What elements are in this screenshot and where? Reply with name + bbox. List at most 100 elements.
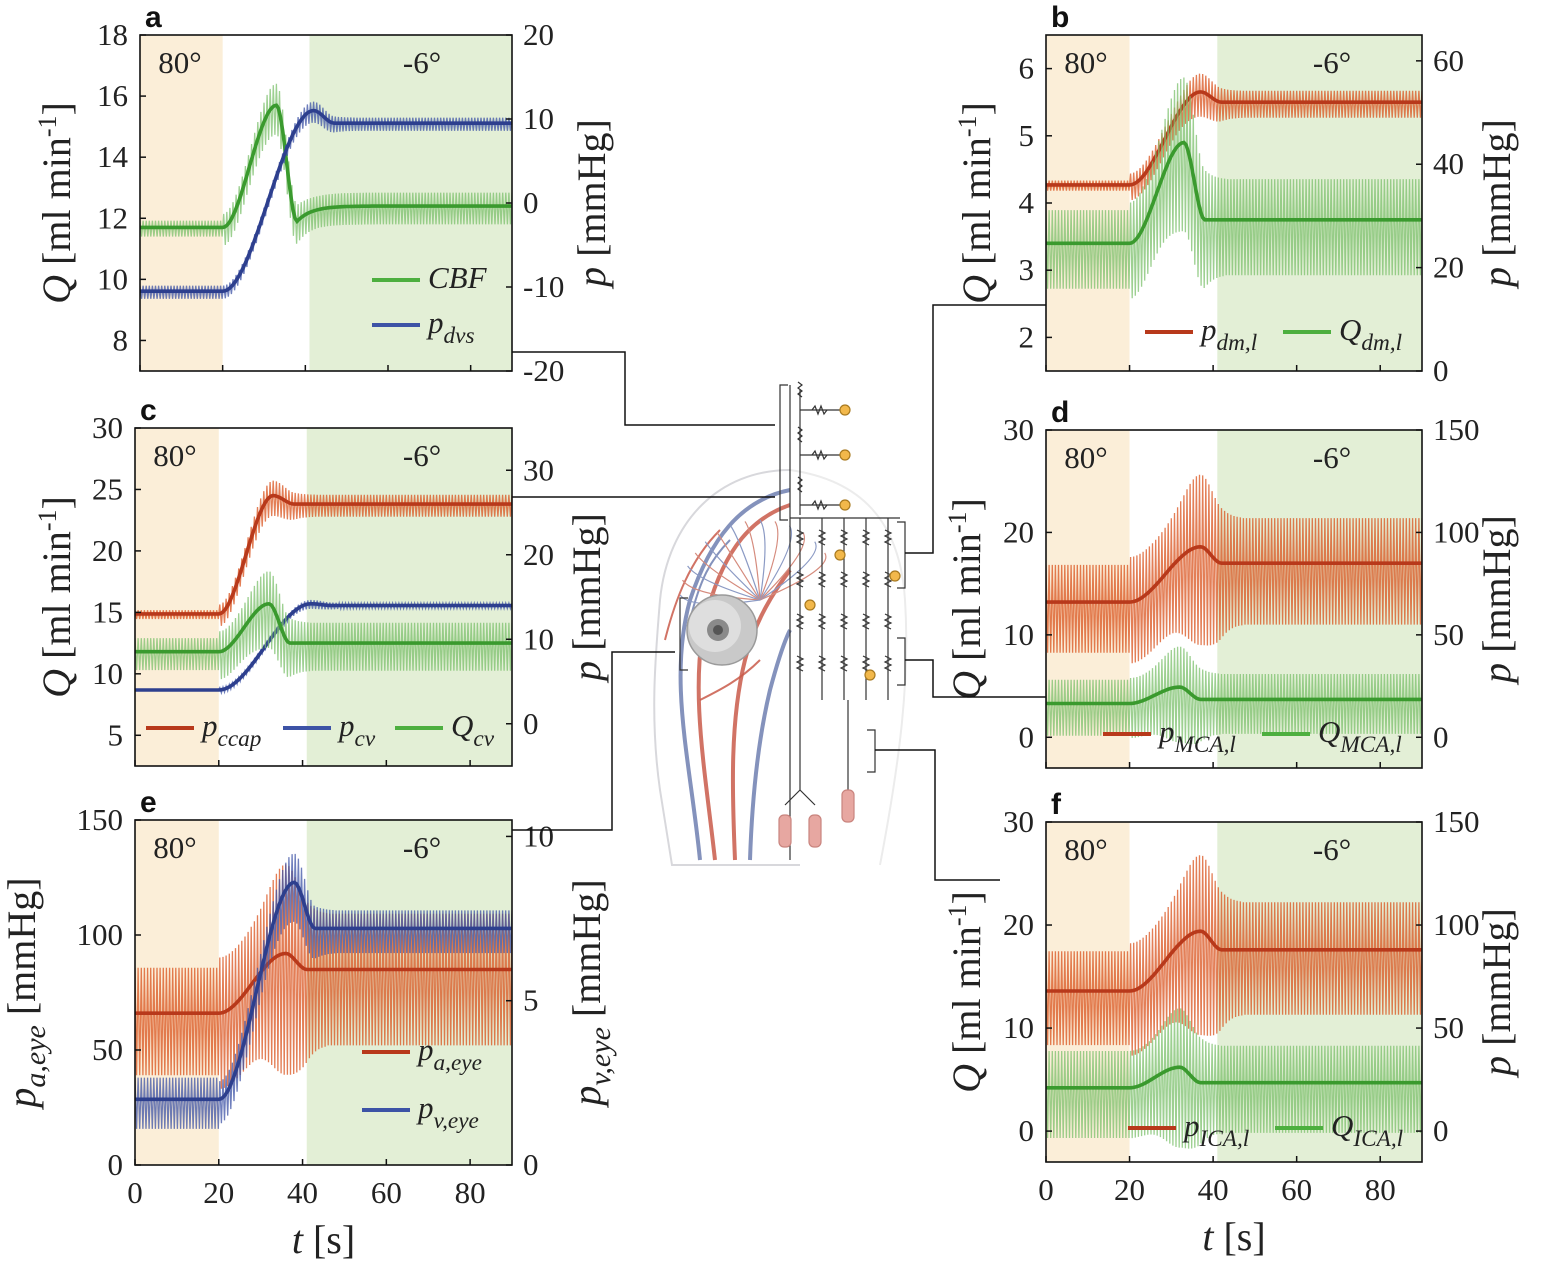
legend-label-QMCA,l: QMCA,l bbox=[1318, 714, 1402, 758]
anatomy-diagram bbox=[653, 381, 908, 866]
series-line-pcv bbox=[135, 602, 512, 692]
vessel-path bbox=[748, 629, 792, 861]
y-axis-left-label: pa,eye [mmHg] bbox=[0, 877, 52, 1110]
ytick-left-label: 16 bbox=[97, 78, 128, 113]
vessel-branch bbox=[759, 519, 766, 601]
ytick-left-label: 5 bbox=[1019, 118, 1035, 153]
panel-letter: e bbox=[140, 786, 157, 819]
phase-label-tilt: -6° bbox=[1313, 832, 1351, 867]
series-line-QMCA,l bbox=[1046, 685, 1422, 706]
ytick-right-label: 20 bbox=[1433, 250, 1464, 285]
xtick-label: 80 bbox=[1365, 1172, 1396, 1207]
ytick-right-label: 100 bbox=[1433, 907, 1480, 942]
ytick-left-label: 12 bbox=[97, 200, 128, 235]
legend-label-Qdm,l: Qdm,l bbox=[1339, 312, 1402, 356]
ytick-right-label: 0 bbox=[1433, 719, 1449, 754]
legend-label-Qcv: Qcv bbox=[451, 708, 495, 752]
head-outline bbox=[653, 469, 800, 866]
legend-label-QICA,l: QICA,l bbox=[1331, 1108, 1403, 1152]
phase-label-tilt: -6° bbox=[403, 438, 441, 473]
ytick-right-label: 0 bbox=[523, 1147, 539, 1182]
panel-letter: c bbox=[140, 394, 157, 427]
vessel-branch bbox=[744, 521, 761, 601]
series-oscillation-CBF bbox=[140, 83, 512, 246]
xtick-label: 0 bbox=[127, 1175, 143, 1210]
series-oscillation-pMCA,l bbox=[1046, 474, 1422, 664]
series-line-QICA,l bbox=[1046, 1065, 1422, 1090]
panel-letter: f bbox=[1051, 788, 1062, 821]
connector-line bbox=[905, 659, 1046, 698]
vessel-branch bbox=[759, 521, 779, 601]
ytick-right-label: 20 bbox=[523, 537, 554, 572]
series-line-CBF bbox=[140, 103, 512, 230]
xtick-label: 80 bbox=[455, 1175, 486, 1210]
panel-letter: a bbox=[145, 1, 162, 34]
plot-area bbox=[1046, 855, 1422, 1149]
ytick-right-label: 100 bbox=[1433, 514, 1480, 549]
y-axis-right-label: p [mmHg] bbox=[569, 119, 614, 290]
plot-area bbox=[1046, 73, 1422, 299]
circuit-schematic bbox=[679, 381, 906, 860]
series-oscillation-Qdm,l bbox=[1046, 77, 1422, 299]
vessel-branch bbox=[687, 565, 761, 601]
x-axis-label: t [s] bbox=[1202, 1214, 1265, 1259]
panel-connectors bbox=[512, 304, 1046, 881]
y-axis-left-label: Q [ml min-1] bbox=[33, 102, 79, 304]
phase-label-tilt: -6° bbox=[1313, 45, 1351, 80]
vessel-branch bbox=[759, 552, 827, 601]
ytick-right-label: 0 bbox=[1433, 353, 1449, 388]
y-axis-left-label: Q [ml min-1] bbox=[953, 102, 999, 304]
y-axis-right-label: p [mmHg] bbox=[1474, 515, 1519, 686]
vessel-path bbox=[699, 659, 761, 701]
ytick-left-label: 25 bbox=[92, 471, 123, 506]
vessel-branch bbox=[704, 541, 761, 601]
xtick-label: 20 bbox=[1114, 1172, 1145, 1207]
ytick-left-label: 30 bbox=[92, 410, 123, 445]
ytick-right-label: 10 bbox=[523, 101, 554, 136]
head-outline-right bbox=[789, 469, 908, 866]
y-axis-right-label: p [mmHg] bbox=[564, 513, 609, 684]
ytick-left-label: 3 bbox=[1019, 252, 1035, 287]
vessel-branch bbox=[694, 552, 761, 601]
y-axis-right-label: pv,eye [mmHg] bbox=[564, 879, 617, 1108]
ytick-left-label: 100 bbox=[77, 917, 124, 952]
ytick-left-label: 10 bbox=[1003, 1010, 1034, 1045]
y-axis-left-label: Q [ml min-1] bbox=[943, 891, 989, 1093]
ytick-right-label: 10 bbox=[523, 621, 554, 656]
panel-a: 8 10 12 14 16 18 -20 -10 0 10 20 Q [ml min-1] p [mmH… bbox=[33, 1, 614, 388]
x-axis-label: t [s] bbox=[292, 1217, 355, 1262]
ytick-left-label: 20 bbox=[1003, 514, 1034, 549]
xtick-label: 20 bbox=[203, 1175, 234, 1210]
ytick-right-label: 150 bbox=[1433, 804, 1480, 839]
vessel-path bbox=[678, 488, 791, 861]
connector-line bbox=[875, 749, 1000, 881]
series-line-pICA,l bbox=[1046, 929, 1422, 993]
legend-label-pdvs: pdvs bbox=[426, 305, 475, 349]
series-oscillation-Qcv bbox=[135, 571, 512, 680]
plot-frame bbox=[1045, 821, 1423, 1163]
ytick-left-label: 0 bbox=[108, 1147, 124, 1182]
legend-label-pv,eye: pv,eye bbox=[416, 1090, 479, 1134]
ytick-left-label: 5 bbox=[108, 717, 124, 752]
connector-line bbox=[512, 351, 775, 426]
series-oscillation-QMCA,l bbox=[1046, 646, 1422, 745]
y-axis-left-label: Q [ml min-1] bbox=[943, 498, 989, 700]
ytick-left-label: 20 bbox=[1003, 907, 1034, 942]
series-line-pccap bbox=[135, 493, 512, 616]
phase-label-upright: 80° bbox=[153, 830, 196, 865]
plot-area bbox=[1046, 474, 1422, 745]
ytick-right-label: 0 bbox=[523, 706, 539, 741]
panel-c: 5 10 15 20 25 30 0 10 20 30 Q [ml min-1] p [mmHg] c 8… bbox=[33, 394, 609, 767]
plot-frame bbox=[1045, 429, 1423, 769]
ytick-left-label: 8 bbox=[113, 322, 129, 357]
series-line-Qcv bbox=[135, 601, 512, 654]
phase-label-upright: 80° bbox=[153, 438, 196, 473]
ytick-left-label: 14 bbox=[97, 139, 129, 174]
ytick-left-label: 30 bbox=[1003, 412, 1034, 447]
legend-label-CBF: CBF bbox=[428, 260, 488, 295]
vessel-branch bbox=[716, 532, 761, 601]
ytick-right-label: 5 bbox=[523, 983, 539, 1018]
legend-label-pccap: pccap bbox=[200, 708, 261, 752]
